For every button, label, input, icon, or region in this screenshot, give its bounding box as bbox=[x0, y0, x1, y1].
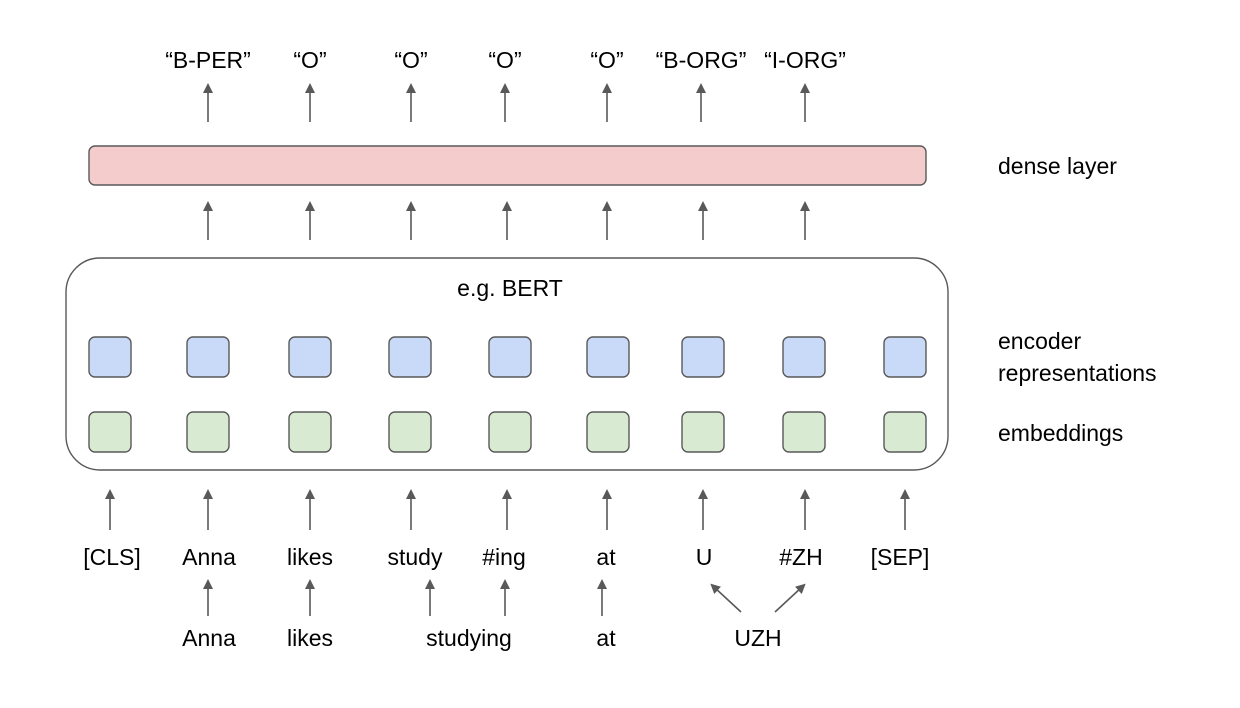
encoder-representations bbox=[88, 336, 927, 378]
encoder-cell bbox=[782, 336, 826, 378]
encoder-cell bbox=[488, 336, 532, 378]
word: Anna bbox=[182, 625, 236, 651]
output-tag: “O” bbox=[293, 47, 326, 73]
token: likes bbox=[287, 544, 333, 570]
encoder-cell bbox=[88, 336, 132, 378]
encoder-cell bbox=[388, 336, 432, 378]
up-arrow-icon bbox=[710, 583, 742, 613]
encoder-cell bbox=[186, 336, 230, 378]
up-arrow-icon bbox=[774, 583, 806, 613]
embeddings-label: embeddings bbox=[998, 420, 1123, 446]
embedding-cell bbox=[88, 411, 132, 453]
encoder-to-dense-arrows bbox=[203, 201, 810, 240]
embeddings bbox=[88, 411, 927, 453]
encoder-label-line2: representations bbox=[998, 360, 1157, 386]
tokens: [CLS] Anna likes study #ing at U #ZH [SE… bbox=[83, 544, 929, 570]
embedding-cell bbox=[186, 411, 230, 453]
encoder-cell bbox=[883, 336, 927, 378]
embedding-cell bbox=[883, 411, 927, 453]
token: Anna bbox=[182, 544, 236, 570]
output-tag: “B-ORG” bbox=[656, 47, 747, 73]
word: at bbox=[596, 625, 616, 651]
token: [SEP] bbox=[871, 544, 930, 570]
encoder-cell bbox=[288, 336, 332, 378]
output-tag: “O” bbox=[590, 47, 623, 73]
encoder-label-line1: encoder bbox=[998, 328, 1081, 354]
word: studying bbox=[426, 625, 512, 651]
output-tag: “O” bbox=[394, 47, 427, 73]
word: UZH bbox=[734, 625, 781, 651]
token: study bbox=[388, 544, 443, 570]
output-tag: “I-ORG” bbox=[764, 47, 846, 73]
token: #ing bbox=[482, 544, 525, 570]
token: [CLS] bbox=[83, 544, 141, 570]
model-title: e.g. BERT bbox=[457, 275, 563, 301]
token: U bbox=[696, 544, 713, 570]
output-tag: “O” bbox=[488, 47, 521, 73]
bert-container bbox=[65, 257, 949, 471]
word: likes bbox=[287, 625, 333, 651]
token-arrows bbox=[105, 489, 910, 530]
embedding-cell bbox=[388, 411, 432, 453]
embedding-cell bbox=[681, 411, 725, 453]
output-arrows bbox=[203, 83, 810, 122]
output-tag: “B-PER” bbox=[165, 47, 251, 73]
dense-layer-bar bbox=[88, 145, 927, 186]
output-tags: “B-PER” “O” “O” “O” “O” “B-ORG” “I-ORG” bbox=[165, 47, 846, 73]
encoder-cell bbox=[586, 336, 630, 378]
words: Anna likes studying at UZH bbox=[182, 625, 782, 651]
dense-layer-label: dense layer bbox=[998, 153, 1117, 179]
token: at bbox=[596, 544, 616, 570]
token: #ZH bbox=[779, 544, 822, 570]
embedding-cell bbox=[782, 411, 826, 453]
embedding-cell bbox=[586, 411, 630, 453]
embedding-cell bbox=[488, 411, 532, 453]
embedding-cell bbox=[288, 411, 332, 453]
word-arrows bbox=[203, 579, 806, 616]
encoder-cell bbox=[681, 336, 725, 378]
